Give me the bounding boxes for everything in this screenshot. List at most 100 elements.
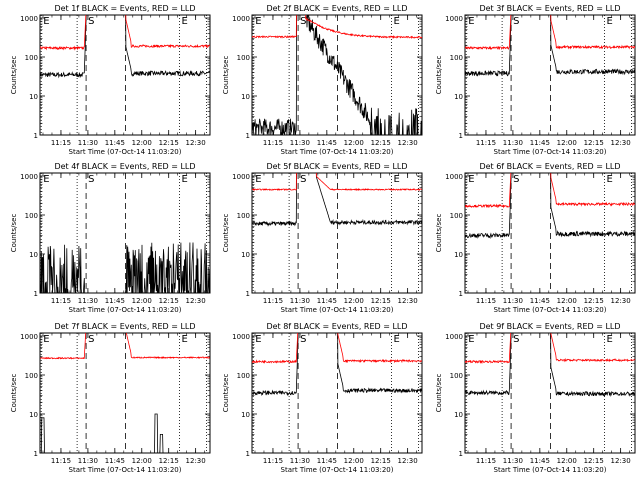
x-tick-label: 11:30 — [290, 457, 310, 465]
x-tick-label: 12:30 — [186, 297, 206, 305]
x-axis-label: Start Time (07-Oct-14 11:03:20) — [69, 306, 182, 314]
time-marker-label: E — [468, 16, 474, 27]
plot-frame — [251, 172, 423, 294]
x-tick-label: 11:45 — [317, 297, 337, 305]
panel-det-8: Det 8f BLACK = Events, RED = LLD 1 10 100 10… — [222, 322, 423, 474]
x-tick-label: 11:15 — [263, 139, 283, 147]
y-tick-label: 10 — [29, 251, 38, 259]
time-marker-label: S — [513, 16, 519, 27]
panel-title: Det 7f BLACK = Events, RED = LLD — [54, 322, 195, 331]
series-lld-line — [465, 173, 635, 209]
time-marker-label: S — [300, 174, 306, 185]
time-marker-label: S — [88, 16, 94, 27]
series-events-line — [252, 333, 422, 397]
x-tick-label: 12:15 — [584, 457, 604, 465]
x-tick-label: 11:30 — [78, 297, 98, 305]
time-marker-label: S — [300, 334, 306, 345]
x-tick-label: 12:15 — [159, 139, 179, 147]
y-axis-label: Counts/sec — [222, 374, 230, 413]
x-tick-label: 11:30 — [78, 139, 98, 147]
x-tick-label: 12:15 — [371, 139, 391, 147]
x-tick-label: 12:00 — [344, 457, 364, 465]
x-tick-label: 11:30 — [290, 139, 310, 147]
y-tick-label: 1000 — [20, 173, 38, 181]
time-marker-label: E — [468, 334, 474, 345]
series-events-line — [465, 173, 635, 239]
panel-det-4: Det 4f BLACK = Events, RED = LLD 1 10 100 10… — [10, 162, 211, 314]
x-tick-label: 11:45 — [105, 139, 125, 147]
series-lld-line — [252, 333, 422, 364]
x-axis-label: Start Time (07-Oct-14 11:03:20) — [494, 148, 607, 156]
time-marker-label: S — [513, 334, 519, 345]
y-axis-label: Counts/sec — [435, 214, 443, 253]
y-tick-label: 100 — [237, 212, 250, 220]
x-tick-label: 11:45 — [317, 139, 337, 147]
time-marker-label: E — [606, 334, 612, 345]
y-tick-label: 10 — [241, 411, 250, 419]
x-tick-label: 11:30 — [503, 139, 523, 147]
series-events-line — [40, 413, 210, 453]
panel-title: Det 6f BLACK = Events, RED = LLD — [479, 162, 620, 171]
x-axis-label: Start Time (07-Oct-14 11:03:20) — [69, 466, 182, 474]
x-tick-label: 11:45 — [530, 457, 550, 465]
series-events-line — [252, 173, 422, 227]
y-tick-label: 1 — [459, 132, 463, 140]
x-tick-label: 11:30 — [78, 457, 98, 465]
y-tick-label: 100 — [237, 54, 250, 62]
x-tick-label: 11:15 — [476, 139, 496, 147]
y-tick-label: 1 — [34, 450, 38, 458]
y-axis-label: Counts/sec — [435, 56, 443, 95]
panel-det-3: Det 3f BLACK = Events, RED = LLD 1 10 100 10… — [435, 4, 636, 156]
panel-det-9: Det 9f BLACK = Events, RED = LLD 1 10 100 10… — [435, 322, 636, 474]
y-tick-label: 100 — [450, 212, 463, 220]
x-tick-label: 12:15 — [371, 297, 391, 305]
y-tick-label: 100 — [237, 372, 250, 380]
y-tick-label: 1 — [246, 290, 250, 298]
time-marker-label: S — [88, 174, 94, 185]
y-tick-label: 1 — [459, 290, 463, 298]
time-marker-label: E — [181, 16, 187, 27]
time-marker-label: E — [255, 174, 261, 185]
y-tick-label: 1000 — [445, 173, 463, 181]
time-marker-label: E — [255, 334, 261, 345]
y-tick-label: 10 — [454, 411, 463, 419]
x-tick-label: 12:00 — [132, 457, 152, 465]
time-marker-label: S — [513, 174, 519, 185]
y-tick-label: 10 — [454, 251, 463, 259]
y-axis-label: Counts/sec — [435, 374, 443, 413]
x-tick-label: 11:15 — [263, 457, 283, 465]
panel-det-1: Det 1f BLACK = Events, RED = LLD 1 10 100 10… — [10, 4, 211, 156]
series-lld-line — [465, 15, 635, 51]
panel-det-5: Det 5f BLACK = Events, RED = LLD 1 10 100 10… — [222, 162, 423, 314]
y-tick-label: 1000 — [20, 15, 38, 23]
y-tick-label: 1000 — [232, 333, 250, 341]
x-tick-label: 12:15 — [159, 457, 179, 465]
series-lld-line — [465, 333, 635, 365]
time-marker-label: S — [88, 334, 94, 345]
y-axis-label: Counts/sec — [10, 214, 18, 253]
time-marker-label: E — [181, 174, 187, 185]
y-tick-label: 100 — [25, 54, 38, 62]
x-tick-label: 11:15 — [476, 297, 496, 305]
x-tick-label: 11:30 — [503, 297, 523, 305]
time-marker-label: E — [255, 16, 261, 27]
x-tick-label: 11:15 — [51, 457, 71, 465]
panel-title: Det 4f BLACK = Events, RED = LLD — [54, 162, 195, 171]
panel-det-6: Det 6f BLACK = Events, RED = LLD 1 10 100 10… — [435, 162, 636, 314]
y-axis-label: Counts/sec — [222, 56, 230, 95]
y-tick-label: 100 — [25, 372, 38, 380]
panel-title: Det 3f BLACK = Events, RED = LLD — [479, 4, 620, 13]
y-tick-label: 10 — [241, 93, 250, 101]
series-lld-line — [252, 173, 422, 192]
x-tick-label: 11:15 — [476, 457, 496, 465]
time-marker-label: E — [43, 174, 49, 185]
time-marker-label: E — [43, 334, 49, 345]
time-marker-label: E — [393, 174, 399, 185]
series-lld-line — [252, 15, 422, 40]
x-tick-label: 12:30 — [611, 457, 631, 465]
x-tick-label: 11:15 — [263, 297, 283, 305]
panel-title: Det 5f BLACK = Events, RED = LLD — [266, 162, 407, 171]
y-tick-label: 1000 — [20, 333, 38, 341]
x-tick-label: 11:45 — [105, 297, 125, 305]
x-tick-label: 11:45 — [530, 297, 550, 305]
